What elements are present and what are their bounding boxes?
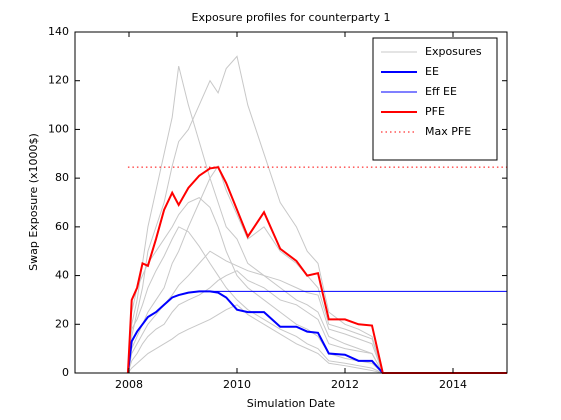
legend-label: Eff EE (425, 85, 457, 98)
series-line (127, 65, 507, 374)
series-line (127, 270, 507, 374)
y-tick-label: 20 (55, 317, 69, 330)
legend-box (372, 37, 498, 161)
series-line (127, 164, 507, 374)
y-tick-label: 40 (55, 269, 69, 282)
y-tick-label: 120 (48, 74, 69, 87)
series-line (127, 250, 507, 374)
y-tick-label: 0 (62, 366, 69, 379)
chart-title: Exposure profiles for counterparty 1 (192, 11, 391, 24)
y-tick-label: 80 (55, 171, 69, 184)
legend-label: PFE (425, 105, 445, 118)
x-tick-label: 2008 (115, 378, 143, 391)
legend-label: Max PFE (425, 125, 471, 138)
y-tick-label: 60 (55, 220, 69, 233)
y-axis-label: Swap Exposure (x1000$) (27, 133, 40, 271)
series-line (127, 55, 507, 374)
legend-label: Exposures (425, 45, 482, 58)
y-tick-label: 140 (48, 25, 69, 38)
series-line (127, 290, 507, 374)
plot-frame (74, 31, 508, 374)
legend-label: EE (425, 65, 439, 78)
x-tick-label: 2010 (223, 378, 251, 391)
series-line (127, 226, 507, 374)
x-tick-label: 2012 (331, 378, 359, 391)
series-line (127, 304, 507, 374)
x-axis-label: Simulation Date (247, 397, 336, 410)
series-line (126, 166, 507, 374)
x-tick-label: 2014 (439, 378, 467, 391)
y-tick-label: 100 (48, 122, 69, 135)
